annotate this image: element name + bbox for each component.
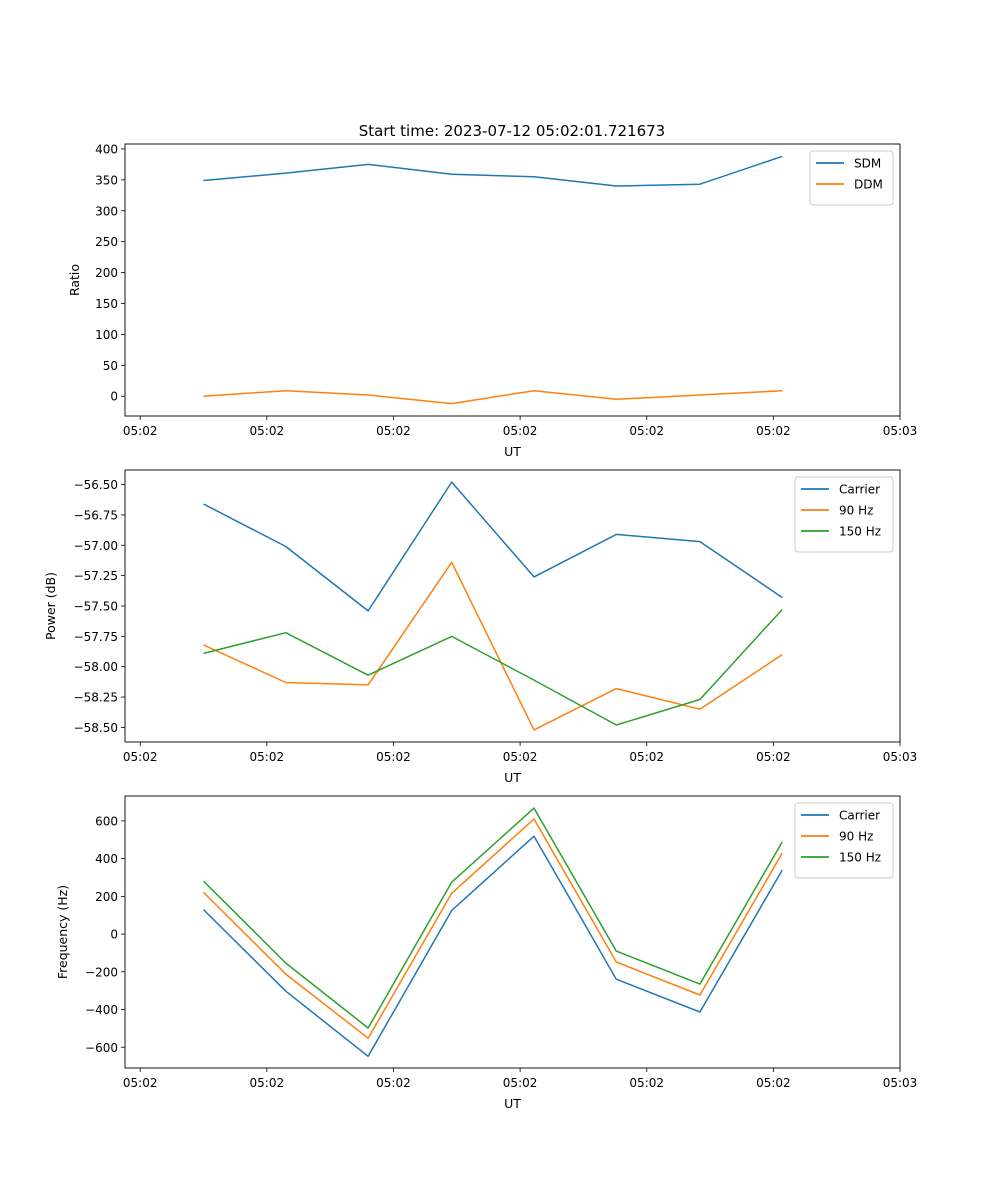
legend-label: Carrier — [839, 483, 880, 497]
series-line-ddm — [203, 389, 783, 405]
y-tick-label: −58.25 — [74, 691, 118, 705]
x-tick-label: 05:02 — [123, 1076, 158, 1090]
y-tick-label: −57.25 — [74, 569, 118, 583]
series-line-carrier — [202, 835, 783, 1058]
x-tick-label: 05:02 — [376, 1076, 411, 1090]
y-tick-label: −57.00 — [74, 539, 118, 553]
y-tick-label: −57.50 — [74, 600, 118, 614]
y-tick-label: −57.75 — [74, 630, 118, 644]
legend-box — [809, 150, 894, 206]
y-tick-label: 0 — [110, 390, 118, 404]
x-axis-label: UT — [504, 444, 521, 459]
x-tick-label: 05:03 — [883, 750, 918, 764]
x-tick-label: 05:03 — [883, 1076, 918, 1090]
series-line-150-hz — [202, 807, 783, 1029]
y-tick-label: 50 — [103, 359, 118, 373]
y-tick-label: 200 — [95, 266, 118, 280]
legend-label: SDM — [854, 157, 881, 171]
y-tick-label: −58.00 — [74, 660, 118, 674]
x-tick-label: 05:02 — [503, 424, 538, 438]
legend-box — [794, 476, 894, 553]
y-tick-label: 100 — [95, 328, 118, 342]
x-tick-label: 05:02 — [629, 1076, 664, 1090]
y-tick-label: 200 — [95, 890, 118, 904]
x-tick-label: 05:03 — [883, 424, 918, 438]
legend-label: 150 Hz — [839, 851, 881, 865]
x-tick-label: 05:02 — [123, 750, 158, 764]
x-tick-label: 05:02 — [376, 424, 411, 438]
y-tick-label: −200 — [85, 965, 118, 979]
x-tick-label: 05:02 — [629, 750, 664, 764]
x-tick-label: 05:02 — [503, 750, 538, 764]
y-tick-label: 400 — [95, 852, 118, 866]
series-line-sdm — [203, 155, 783, 187]
y-tick-label: −56.75 — [74, 508, 118, 522]
x-tick-label: 05:02 — [250, 424, 285, 438]
x-tick-label: 05:02 — [376, 750, 411, 764]
y-tick-label: 250 — [95, 235, 118, 249]
y-tick-label: 300 — [95, 204, 118, 218]
legend-label: DDM — [854, 178, 883, 192]
y-tick-label: 0 — [110, 928, 118, 942]
x-axis-label: UT — [504, 770, 521, 785]
series-line-90-hz — [202, 818, 783, 1039]
y-axis-label: Ratio — [67, 264, 82, 296]
legend-label: 90 Hz — [839, 830, 873, 844]
x-tick-label: 05:02 — [756, 750, 791, 764]
y-axis-label: Frequency (Hz) — [55, 885, 70, 979]
series-line-90-hz — [203, 561, 783, 731]
y-tick-label: −400 — [85, 1003, 118, 1017]
y-axis-label: Power (dB) — [43, 572, 58, 640]
y-tick-label: −56.50 — [74, 478, 118, 492]
x-tick-label: 05:02 — [123, 424, 158, 438]
y-tick-label: −58.50 — [74, 721, 118, 735]
axes-frame — [124, 143, 901, 417]
figure-title: Start time: 2023-07-12 05:02:01.721673 — [359, 122, 665, 140]
legend-box — [794, 802, 894, 879]
x-tick-label: 05:02 — [503, 1076, 538, 1090]
legend-label: 150 Hz — [839, 525, 881, 539]
series-line-150-hz — [203, 609, 783, 726]
x-tick-label: 05:02 — [250, 750, 285, 764]
x-tick-label: 05:02 — [629, 424, 664, 438]
x-axis-label: UT — [504, 1096, 521, 1111]
y-tick-label: −600 — [85, 1041, 118, 1055]
y-tick-label: 150 — [95, 297, 118, 311]
y-tick-label: 350 — [95, 173, 118, 187]
series-line-carrier — [203, 481, 783, 612]
axes-frame — [124, 795, 901, 1069]
y-tick-label: 400 — [95, 142, 118, 156]
x-tick-label: 05:02 — [250, 1076, 285, 1090]
legend-label: Carrier — [839, 809, 880, 823]
x-tick-label: 05:02 — [756, 424, 791, 438]
y-tick-label: 600 — [95, 814, 118, 828]
legend-label: 90 Hz — [839, 504, 873, 518]
x-tick-label: 05:02 — [756, 1076, 791, 1090]
